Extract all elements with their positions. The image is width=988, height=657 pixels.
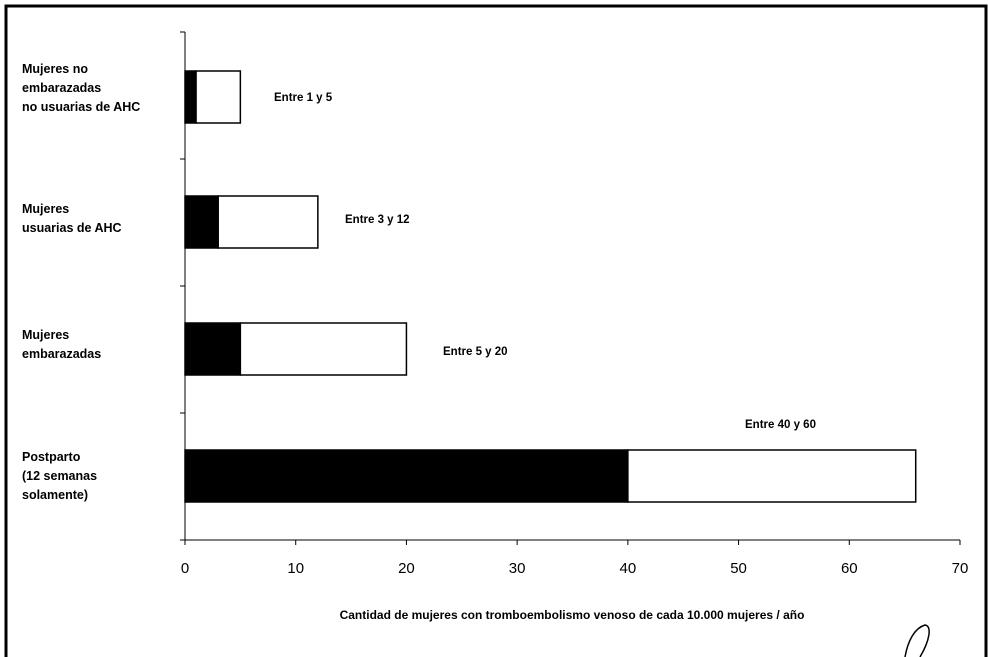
x-tick-label: 30 [509, 560, 526, 577]
range-label: Entre 5 y 20 [443, 346, 508, 358]
bar-segment-low [184, 322, 242, 376]
range-labels: Entre 1 y 5 Entre 3 y 12 Entre 5 y 20 Entre… [274, 92, 816, 431]
x-tick-label: 50 [730, 560, 747, 577]
bar-group [184, 70, 917, 503]
bar-segment-low [184, 449, 629, 503]
x-tick-label: 10 [287, 560, 304, 577]
category-label: Mujeres embarazadas [22, 328, 101, 361]
bar-segment-low [184, 195, 219, 249]
x-axis-ticks: 0 10 20 30 40 50 60 70 [181, 540, 969, 577]
bar-segment-low [184, 70, 197, 124]
category-label: Mujeres no embarazadas no usuarias de AHC [22, 62, 140, 114]
x-axis-title: Cantidad de mujeres con tromboembolismo … [340, 608, 805, 622]
bar-segment-range [627, 449, 917, 503]
range-label: Entre 1 y 5 [274, 92, 333, 104]
x-tick-label: 70 [952, 560, 969, 577]
range-label: Entre 3 y 12 [345, 214, 410, 226]
x-tick-label: 40 [620, 560, 637, 577]
category-label: Mujeres usuarias de AHC [22, 202, 122, 235]
bar-segment-range [217, 195, 319, 249]
x-tick-label: 0 [181, 560, 189, 577]
bar-segment-range [239, 322, 408, 376]
x-tick-label: 60 [841, 560, 858, 577]
category-label: Postparto (12 semanas solamente) [22, 450, 97, 502]
signature-stroke [904, 624, 930, 657]
x-tick-label: 20 [398, 560, 415, 577]
category-labels: Mujeres no embarazadas no usuarias de AHC M… [22, 62, 140, 502]
bar-segment-range [195, 70, 242, 124]
y-axis-ticks [180, 31, 185, 541]
range-label: Entre 40 y 60 [745, 419, 816, 431]
